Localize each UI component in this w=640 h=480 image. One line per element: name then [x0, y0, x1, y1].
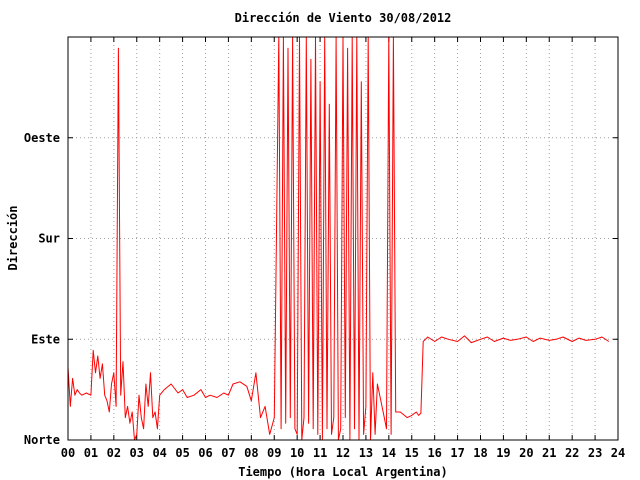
x-axis-ticks: 00 01 02 03 04 05 06 07 08 09 10 11 12 13 14 15 16 17 18 19…: [61, 37, 625, 460]
series-layer: [67, 36, 610, 441]
x-tick-label: 23: [588, 446, 602, 460]
x-tick-label: 15: [405, 446, 419, 460]
y-axis-ticks: Norte Este Sur Oeste: [24, 131, 618, 447]
x-tick-label: 17: [450, 446, 464, 460]
x-tick-label: 24: [611, 446, 625, 460]
x-tick-label: 14: [382, 446, 396, 460]
chart-title: Dirección de Viento 30/08/2012: [235, 11, 452, 25]
x-tick-label: 05: [175, 446, 189, 460]
x-tick-label: 10: [290, 446, 304, 460]
x-tick-label: 02: [107, 446, 121, 460]
x-tick-label: 12: [336, 446, 350, 460]
x-tick-label: 07: [221, 446, 235, 460]
x-tick-label: 13: [359, 446, 373, 460]
x-axis-label: Tiempo (Hora Local Argentina): [238, 465, 448, 479]
x-tick-label: 19: [496, 446, 510, 460]
y-tick-label: Este: [31, 332, 60, 346]
y-axis-label: Dirección: [6, 205, 20, 270]
x-tick-label: 09: [267, 446, 281, 460]
plot-frame: [67, 36, 619, 441]
x-tick-label: 20: [519, 446, 533, 460]
x-tick-label: 18: [473, 446, 487, 460]
x-tick-label: 08: [244, 446, 258, 460]
x-tick-label: 11: [313, 446, 327, 460]
y-tick-label: Sur: [38, 232, 60, 246]
x-tick-label: 00: [61, 446, 75, 460]
series-line: [67, 36, 610, 441]
x-tick-label: 01: [84, 446, 98, 460]
x-tick-label: 16: [427, 446, 441, 460]
y-tick-label: Norte: [24, 433, 60, 447]
x-tick-label: 06: [198, 446, 212, 460]
x-tick-label: 04: [152, 446, 166, 460]
x-tick-label: 22: [565, 446, 579, 460]
x-tick-label: 03: [130, 446, 144, 460]
y-tick-label: Oeste: [24, 131, 60, 145]
x-tick-label: 21: [542, 446, 556, 460]
